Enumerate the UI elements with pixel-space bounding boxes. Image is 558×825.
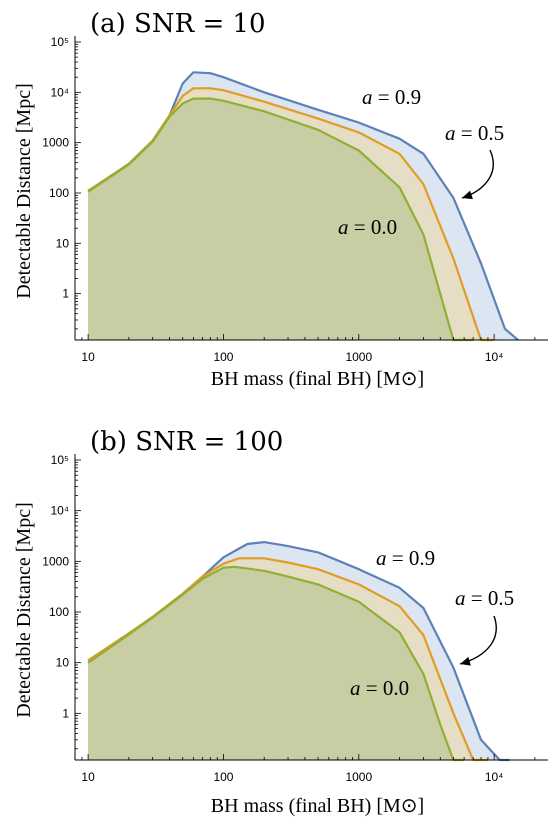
y-tick-label: 10⁴ [50, 85, 69, 99]
y-tick-label: 100 [49, 605, 69, 619]
series-area [88, 566, 465, 760]
y-tick-label: 10⁵ [51, 35, 69, 49]
annotation-value: = 0.0 [361, 676, 410, 700]
annotation-symbol: a [362, 85, 373, 109]
annotation-symbol: a [338, 215, 349, 239]
arrow-head [460, 656, 471, 666]
series-annotation: a = 0.5 [445, 121, 504, 145]
panel-title: (b) SNR = 100 [90, 427, 283, 457]
arrow-line [461, 149, 494, 199]
series-annotation: a = 0.0 [338, 215, 397, 239]
y-tick-label: 1000 [42, 136, 69, 150]
annotation-value: = 0.5 [466, 586, 515, 610]
arrow-head [462, 190, 473, 200]
x-tick-label: 100 [213, 350, 233, 364]
y-axis-label: Detectable Distance [Mpc] [13, 502, 35, 717]
annotation-value: = 0.5 [456, 121, 505, 145]
x-axis-label: BH mass (final BH) [M⊙] [211, 368, 424, 390]
arrow-line [459, 615, 497, 665]
series-annotation: a = 0.9 [362, 85, 421, 109]
series-line [87, 565, 465, 762]
x-tick-label: 1000 [345, 770, 372, 784]
series-line [87, 97, 474, 342]
y-tick-label: 100 [49, 186, 69, 200]
x-tick-label: 10⁴ [485, 770, 504, 784]
annotation-value: = 0.9 [373, 85, 422, 109]
series-annotation: a = 0.0 [350, 676, 409, 700]
series-annotation: a = 0.9 [376, 546, 435, 570]
annotation-symbol: a [350, 676, 361, 700]
annotation-value: = 0.0 [349, 215, 398, 239]
y-tick-label: 10 [56, 656, 70, 670]
y-axis-label: Detectable Distance [Mpc] [13, 83, 35, 298]
y-tick-label: 10⁵ [51, 453, 69, 467]
chart-panel: 10 100 1000 10⁴ 1 10 100 1000 10⁴ 10⁵ (b) SNR = 10… [13, 427, 548, 817]
y-tick-label: 1 [62, 287, 69, 301]
x-tick-label: 10 [81, 350, 95, 364]
x-tick-label: 100 [213, 770, 233, 784]
x-tick-label: 10 [81, 770, 95, 784]
x-axis-label: BH mass (final BH) [M⊙] [211, 795, 424, 817]
series-annotation: a = 0.5 [455, 586, 514, 610]
x-tick-label: 1000 [345, 350, 372, 364]
y-tick-label: 10 [56, 236, 70, 250]
chart-panel: 10 100 1000 10⁴ 1 10 100 1000 10⁴ 10⁵ (a) SNR = 10… [13, 9, 548, 390]
y-tick-label: 1000 [42, 554, 69, 568]
series-area [88, 98, 474, 340]
y-tick-label: 1 [62, 706, 69, 720]
annotation-symbol: a [445, 121, 456, 145]
annotation-value: = 0.9 [387, 546, 436, 570]
y-tick-label: 10⁴ [50, 504, 69, 518]
panel-title: (a) SNR = 10 [90, 9, 266, 39]
annotation-symbol: a [455, 586, 466, 610]
x-tick-label: 10⁴ [485, 350, 504, 364]
annotation-symbol: a [376, 546, 387, 570]
